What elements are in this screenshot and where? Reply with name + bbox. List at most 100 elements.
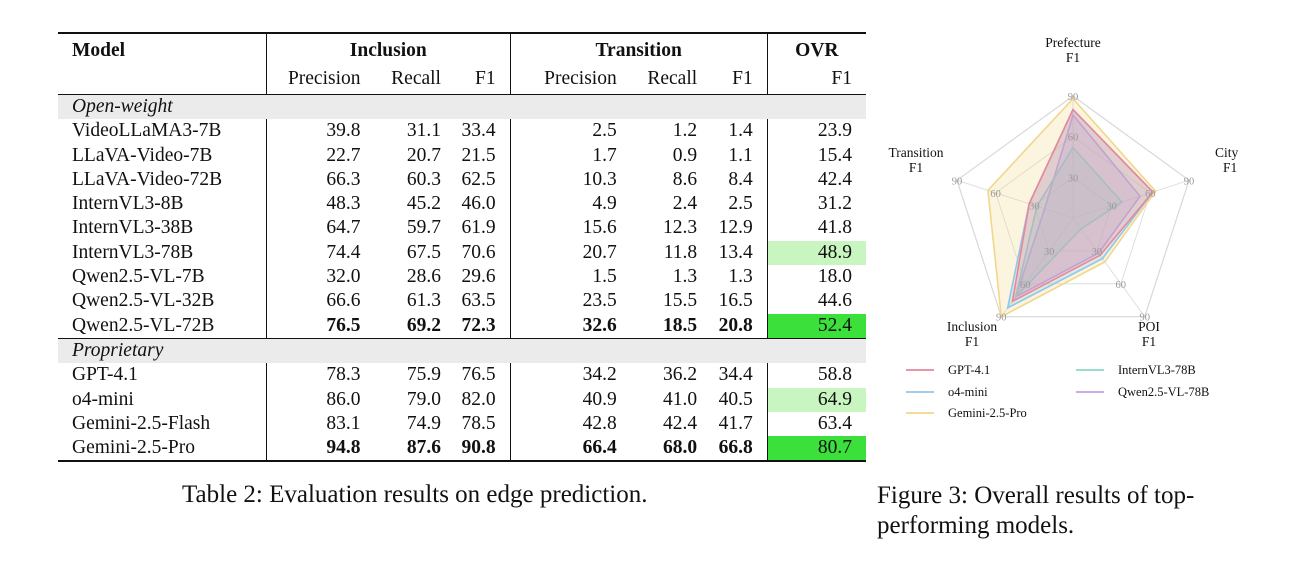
metric-cell: 66.4 (509, 436, 617, 462)
radar-axis-label: City (1215, 145, 1239, 160)
radar-tick-label: 30 (1029, 201, 1040, 212)
header-transition-precision: Precision (509, 68, 617, 95)
model-name: Qwen2.5-VL-32B (72, 290, 215, 312)
metric-cell: 32.0 (265, 265, 361, 290)
radar-tick-label: 60 (1020, 280, 1031, 291)
radar-tick-label: 60 (1145, 189, 1156, 200)
radar-tick-label: 30 (1068, 173, 1079, 184)
metric-cell: 79.0 (406, 388, 441, 410)
metric-cell: 60.3 (406, 168, 441, 190)
metric-cell: 70.6 (461, 241, 496, 263)
metric-cell: 40.5 (718, 388, 753, 410)
model-name: InternVL3-78B (72, 241, 194, 263)
radar-axis-sublabel: F1 (1223, 160, 1237, 175)
metric-cell: 39.8 (265, 119, 361, 144)
model-name: Gemini-2.5-Pro (72, 437, 195, 459)
metric-cell: 94.8 (265, 436, 361, 462)
metric-cell: 1.3 (672, 266, 698, 288)
radar-spoke (956, 179, 1074, 219)
metric-cell: 1.1 (728, 144, 753, 166)
header-ovr-f1: F1 (766, 68, 866, 95)
metric-cell: 75.9 (406, 364, 441, 386)
table-row: InternVL3-8B 48.3 45.2 46.0 4.9 2.4 2.5 31.2 (58, 192, 866, 217)
ovr-cell: 58.8 (766, 363, 866, 388)
metric-cell: 74.9 (406, 412, 441, 434)
model-name: VideoLLaMA3-7B (72, 120, 222, 142)
metric-cell: 87.6 (406, 437, 441, 459)
metric-cell: 28.6 (406, 266, 441, 288)
metric-cell: 42.8 (509, 411, 617, 437)
figure-caption: Figure 3: Overall results of top-perform… (877, 482, 1195, 539)
ovr-cell: 48.9 (766, 240, 866, 266)
header-ovr: OVR (766, 33, 866, 68)
table-row: o4-mini 86.0 79.0 82.0 40.9 41.0 40.5 64.9 (58, 387, 866, 412)
metric-cell: 83.1 (265, 411, 361, 437)
radar-tick-label: 30 (1106, 201, 1117, 212)
metric-cell: 8.4 (728, 168, 753, 190)
metric-cell: 21.5 (461, 144, 496, 166)
legend-label: GPT-4.1 (948, 363, 990, 377)
metric-cell: 13.4 (718, 241, 753, 263)
header-transition: Transition (509, 33, 768, 68)
radar-tick-label: 60 (990, 189, 1001, 200)
model-name: InternVL3-38B (72, 217, 194, 239)
model-name: o4-mini (72, 388, 134, 410)
metric-cell: 12.3 (663, 217, 698, 239)
metric-cell: 1.7 (509, 143, 617, 168)
metric-cell: 10.3 (509, 167, 617, 193)
metric-cell: 90.8 (461, 437, 496, 459)
radar-axis-label: Transition (888, 145, 943, 160)
radar-tick-label: 60 (1116, 280, 1127, 291)
metric-cell: 59.7 (406, 217, 441, 239)
header-row-1: Model Inclusion Transition OVR (58, 33, 866, 68)
radar-tick-label: 30 (1092, 247, 1103, 258)
header-inclusion-precision: Precision (265, 68, 361, 95)
table-body: Open-weight VideoLLaMA3-7B 39.8 31.1 33.4 2.5… (58, 94, 866, 462)
radar-axis-sublabel: F1 (1066, 50, 1080, 65)
metric-cell: 78.3 (265, 363, 361, 388)
metric-cell: 48.3 (265, 192, 361, 217)
ovr-cell: 42.4 (766, 167, 866, 193)
metric-cell: 0.9 (672, 144, 698, 166)
ovr-cell: 44.6 (766, 289, 866, 314)
radar-series-area (1014, 146, 1124, 300)
radar-tick-label: 90 (952, 176, 963, 187)
metric-cell: 11.8 (663, 241, 698, 263)
metric-cell: 12.9 (718, 217, 753, 239)
radar-axis-label: POI (1138, 319, 1160, 334)
ovr-cell: 18.0 (766, 265, 866, 290)
header-transition-recall: Recall (647, 68, 698, 89)
header-transition-f1: F1 (732, 68, 753, 89)
ovr-cell: 52.4 (766, 313, 866, 339)
metric-cell: 86.0 (265, 387, 361, 412)
metric-cell: 4.9 (509, 192, 617, 217)
metric-cell: 76.5 (461, 364, 496, 386)
header-blank (58, 68, 266, 95)
header-inclusion-f1: F1 (474, 68, 496, 89)
table-row: Qwen2.5-VL-32B 66.6 61.3 63.5 23.5 15.5 16.5 44… (58, 289, 866, 314)
radar-tick-label: 30 (1044, 247, 1055, 258)
group-row: Proprietary (58, 338, 866, 364)
metric-cell: 78.5 (461, 412, 496, 434)
metric-cell: 29.6 (461, 266, 496, 288)
metric-cell: 8.6 (672, 168, 698, 190)
ovr-cell: 80.7 (766, 436, 866, 462)
radar-axis-sublabel: F1 (1142, 334, 1156, 349)
radar-axis-sublabel: F1 (965, 334, 979, 349)
radar-series-area (1014, 113, 1142, 299)
metric-cell: 67.5 (406, 241, 441, 263)
radar-tick-label: 60 (1068, 133, 1079, 144)
metric-cell: 34.4 (718, 364, 753, 386)
table-row: Qwen2.5-VL-7B 32.0 28.6 29.6 1.5 1.3 1.3 18.0 (58, 265, 866, 290)
table-row: LLaVA-Video-7B 22.7 20.7 21.5 1.7 0.9 1.1 15.4 (58, 143, 866, 168)
radar-axis-label: Inclusion (947, 319, 997, 334)
model-name: Gemini-2.5-Flash (72, 412, 211, 434)
metric-cell: 69.2 (406, 314, 441, 336)
metric-cell: 2.4 (672, 193, 698, 215)
metric-cell: 61.9 (461, 217, 496, 239)
metric-cell: 20.7 (406, 144, 441, 166)
metric-cell: 32.6 (509, 313, 617, 339)
group-row: Open-weight (58, 94, 866, 120)
header-inclusion-recall: Recall (391, 68, 441, 89)
metric-cell: 34.2 (509, 363, 617, 388)
